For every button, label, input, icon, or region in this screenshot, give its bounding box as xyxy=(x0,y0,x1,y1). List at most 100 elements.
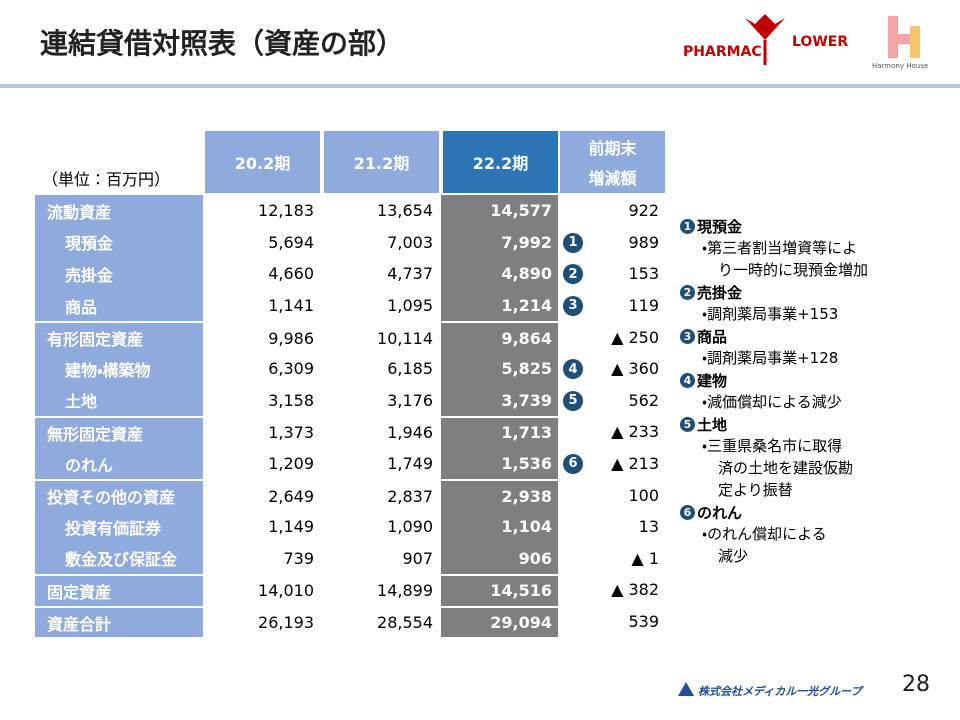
row-label: 商品 xyxy=(35,289,203,322)
change-value: ▲ 213 xyxy=(611,454,659,474)
title: 連結貸借対照表（資産の部） xyxy=(40,27,405,60)
cell-value: 7,992 xyxy=(441,226,558,259)
cell-value: 5,825 xyxy=(441,353,558,385)
header-rule xyxy=(0,84,960,88)
row-badge: 4 xyxy=(563,359,583,379)
change-value: 153 xyxy=(628,264,659,284)
note-heading: 商品 xyxy=(697,327,728,346)
column-header: 21.2期 xyxy=(324,131,439,193)
cell-value: 1,214 xyxy=(441,289,558,322)
cell-value: 4,660 xyxy=(268,264,314,284)
cell-value: 14,577 xyxy=(441,195,558,227)
row-badge: 3 xyxy=(563,295,583,316)
change-value: 13 xyxy=(638,517,659,537)
change-value: ▲ 233 xyxy=(611,422,659,442)
logo-text: Harmony House xyxy=(872,62,929,70)
note-line: 減少 xyxy=(718,547,749,565)
change-value: 539 xyxy=(628,612,659,632)
cell-value: 1,713 xyxy=(441,418,558,448)
note-line: ・のれん償却による xyxy=(702,525,827,543)
change-value: 989 xyxy=(628,232,659,252)
change-value: ▲ 360 xyxy=(611,359,659,379)
row-badge: 2 xyxy=(563,264,583,285)
footer-company: 株式会社メディカル一光グループ xyxy=(698,685,862,698)
note-title: 6 のれん xyxy=(680,501,950,523)
change-value: 562 xyxy=(628,390,659,410)
note-heading: 土地 xyxy=(697,415,728,434)
cell-value: 2,837 xyxy=(387,486,433,506)
unit-label: （単位：百万円） xyxy=(42,170,171,189)
footer-logo xyxy=(678,682,694,696)
cell-value: 1,749 xyxy=(387,454,433,474)
row-badge: 6 xyxy=(563,453,583,474)
cell-value: 906 xyxy=(441,542,558,575)
note-badge: 3 xyxy=(680,328,695,344)
header-line: 増減額 xyxy=(588,169,637,188)
cell-value: 6,309 xyxy=(268,359,314,379)
row-label: のれん xyxy=(35,447,203,480)
column-header: 20.2期 xyxy=(205,131,320,193)
note-badge: 1 xyxy=(680,218,695,234)
row-label: 敷金及び保証金 xyxy=(35,542,203,575)
note-heading: 建物 xyxy=(697,371,728,390)
row-label: 建物・構築物 xyxy=(35,353,203,385)
logo-mark xyxy=(888,16,920,58)
column-header: 22.2期 xyxy=(443,131,558,193)
column-header: 前期末 増減額 xyxy=(560,131,665,193)
row-label: 固定資産 xyxy=(35,576,203,606)
note-line: ・三重県桑名市に取得 xyxy=(702,437,843,455)
cell-value: 3,176 xyxy=(387,390,433,410)
note-line: ・第三者割当増資等によ xyxy=(702,239,858,257)
row-label: 無形固定資産 xyxy=(35,418,203,448)
cell-value: 1,095 xyxy=(387,296,433,316)
cell-value: 14,010 xyxy=(258,581,314,601)
cell-value: 1,104 xyxy=(441,511,558,543)
row-badge: 5 xyxy=(563,390,583,411)
cell-value: 1,209 xyxy=(268,454,314,474)
cell-value: 1,536 xyxy=(441,447,558,480)
row-label: 流動資産 xyxy=(35,195,203,227)
row-label: 有形固定資産 xyxy=(35,323,203,353)
cell-value: 4,737 xyxy=(387,264,433,284)
header-line: 前期末 xyxy=(588,139,637,158)
note-badge: 6 xyxy=(680,504,695,520)
cell-value: 26,193 xyxy=(258,613,314,633)
change-value: ▲ 1 xyxy=(631,548,659,568)
note-title: 4 建物 xyxy=(680,369,950,391)
row-label: 現預金 xyxy=(35,226,203,259)
cell-value: 28,554 xyxy=(377,613,433,633)
cell-value: 2,649 xyxy=(268,486,314,506)
note-line: ・減価償却による減少 xyxy=(702,393,842,411)
note-heading: のれん xyxy=(697,503,743,522)
cell-value: 14,516 xyxy=(441,576,558,606)
cell-value: 3,158 xyxy=(268,390,314,410)
note-badge: 5 xyxy=(680,416,695,432)
notes: 1 現預金 ・第三者割当増資等によ り一時的に現預金増加 2 売掛金 ・調剤薬局事業+153… xyxy=(680,215,950,567)
cell-value: 1,946 xyxy=(387,423,433,443)
cell-value: 10,114 xyxy=(377,328,433,348)
cell-value: 3,739 xyxy=(441,384,558,417)
change-value: 119 xyxy=(628,296,659,316)
logo-text: PHARMAC xyxy=(683,44,762,60)
cell-value: 9,864 xyxy=(441,323,558,353)
note-line: 済の土地を建設仮勘 xyxy=(718,459,854,477)
cell-value: 4,890 xyxy=(441,258,558,290)
cell-value: 14,899 xyxy=(377,581,433,601)
cell-value: 1,090 xyxy=(387,517,433,537)
note-line: ・調剤薬局事業+128 xyxy=(702,349,839,367)
cell-value: 29,094 xyxy=(441,607,558,638)
cell-value: 1,141 xyxy=(268,296,314,316)
change-value: ▲ 382 xyxy=(611,580,659,600)
row-label: 投資その他の資産 xyxy=(35,481,203,511)
note-title: 1 現預金 xyxy=(680,215,950,237)
logo-text: LOWER xyxy=(792,34,849,50)
cell-value: 907 xyxy=(402,548,433,568)
change-value: 100 xyxy=(628,485,659,505)
row-label: 投資有価証券 xyxy=(35,511,203,543)
row-label: 資産合計 xyxy=(35,607,203,638)
change-value: 922 xyxy=(628,201,659,221)
cell-value: 1,373 xyxy=(268,423,314,443)
note-line: ・調剤薬局事業+153 xyxy=(702,305,839,323)
cell-value: 13,654 xyxy=(377,201,433,221)
